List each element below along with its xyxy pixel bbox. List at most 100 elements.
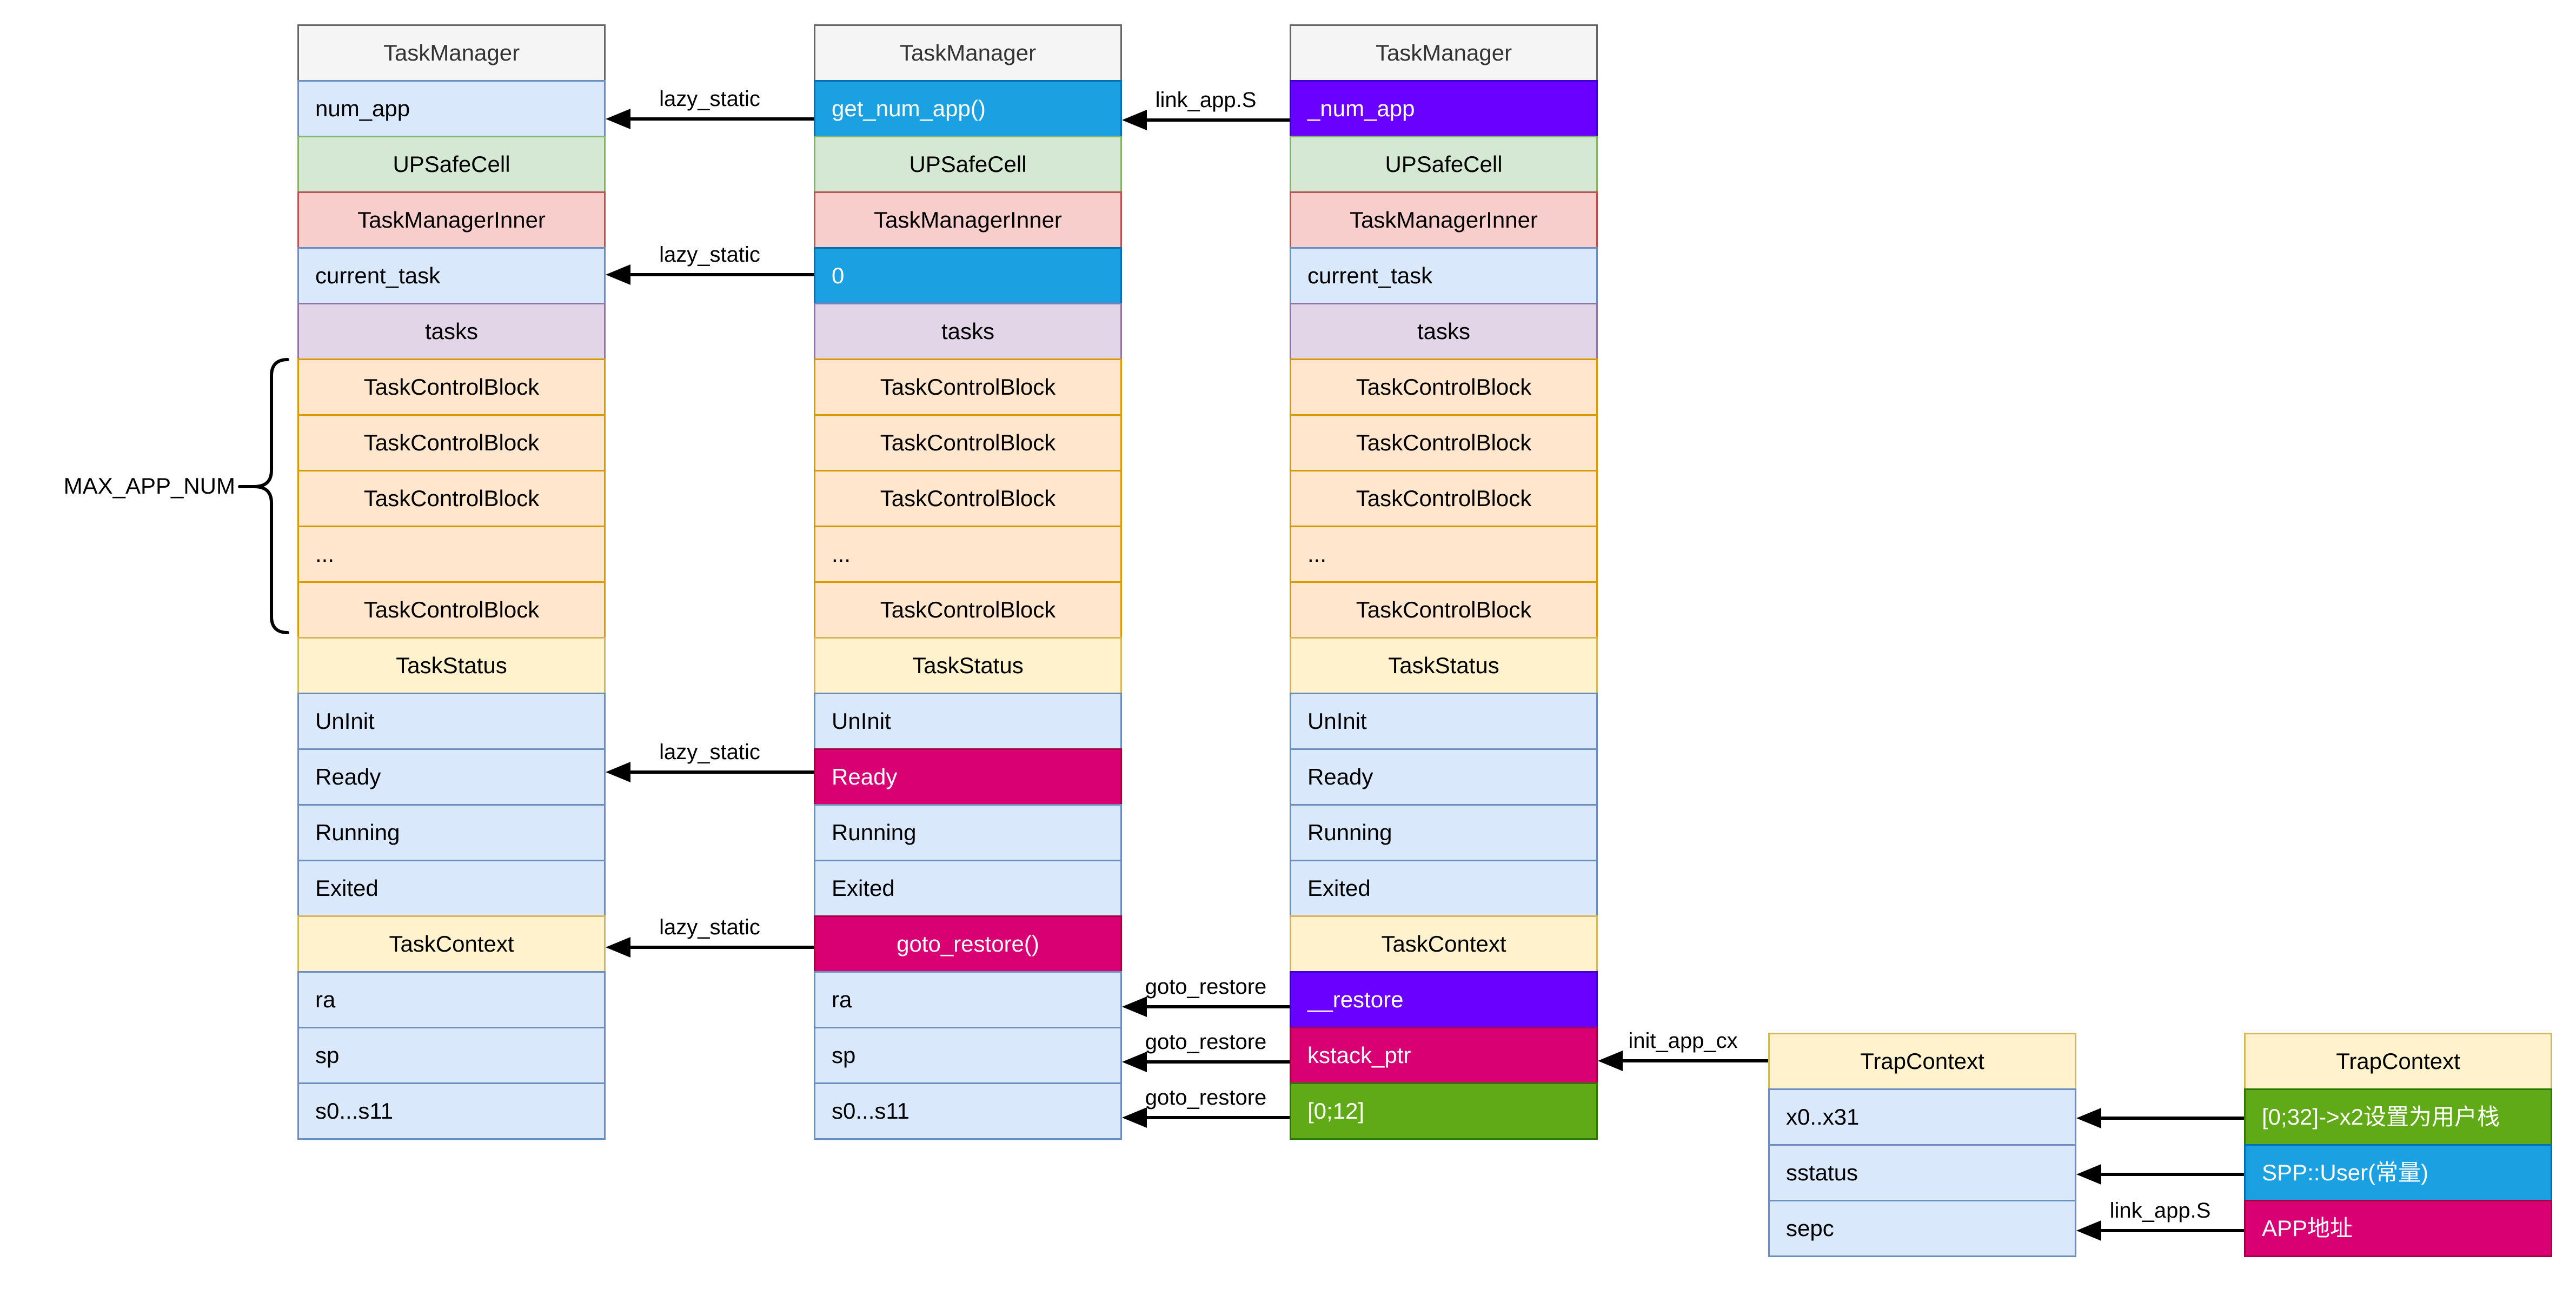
arrow-head-icon bbox=[1122, 110, 1147, 130]
trapcontext-values-cell-trapcontext: TrapContext bbox=[2244, 1033, 2552, 1090]
taskmanager-struct-2-cell-tasks: tasks bbox=[814, 303, 1122, 360]
taskmanager-struct-3-cell-upsafecell: UPSafeCell bbox=[1290, 136, 1598, 193]
arrow-head-icon bbox=[2076, 1108, 2101, 1128]
taskmanager-struct-1-cell-running: Running bbox=[297, 804, 606, 861]
max-app-num-brace-icon bbox=[238, 358, 289, 634]
arrow-label-6: goto_restore bbox=[1145, 1030, 1267, 1054]
trapcontext-struct-cell-sstatus: sstatus bbox=[1768, 1144, 2076, 1201]
taskmanager-struct-2-cell-taskcontrolblock: TaskControlBlock bbox=[814, 414, 1122, 471]
taskmanager-struct-2-cell-sp: sp bbox=[814, 1027, 1122, 1084]
taskmanager-struct-1: TaskManager num_app UPSafeCell TaskManagerI… bbox=[297, 24, 606, 1140]
taskmanager-struct-1-cell-upsafecell: UPSafeCell bbox=[297, 136, 606, 193]
arrow-init-app-cx-8: init_app_cx bbox=[1598, 1025, 1768, 1097]
arrow-label-3: lazy_static bbox=[659, 915, 760, 939]
arrow-line-icon bbox=[1144, 1005, 1290, 1008]
arrow-line-icon bbox=[627, 273, 814, 276]
taskmanager-struct-1-cell-ready: Ready bbox=[297, 748, 606, 806]
arrow-head-icon bbox=[606, 937, 630, 958]
taskmanager-struct-3-cell-uninit: UnInit bbox=[1290, 693, 1598, 750]
taskmanager-struct-1-cell-taskcontrolblock: TaskControlBlock bbox=[297, 470, 606, 527]
taskmanager-struct-2-cell-taskmanagerinner: TaskManagerInner bbox=[814, 191, 1122, 249]
taskmanager-struct-2-cell-taskstatus: TaskStatus bbox=[814, 637, 1122, 694]
arrow-plain-9 bbox=[2076, 1082, 2244, 1154]
arrow-lazy-static-3: lazy_static bbox=[606, 912, 814, 983]
arrow-goto-restore-7: goto_restore bbox=[1122, 1082, 1290, 1153]
taskmanager-struct-1-cell-taskstatus: TaskStatus bbox=[297, 637, 606, 694]
taskmanager-struct-2: TaskManager get_num_app() UPSafeCell TaskMa… bbox=[814, 24, 1122, 1140]
arrow-line-icon bbox=[627, 117, 814, 121]
taskmanager-struct-3-cell-0-12: [0;12] bbox=[1290, 1082, 1598, 1140]
arrow-label-9 bbox=[2076, 1082, 2244, 1114]
taskmanager-struct-3-cell-kstack-ptr: kstack_ptr bbox=[1290, 1027, 1598, 1084]
taskmanager-struct-1-cell-taskcontext: TaskContext bbox=[297, 915, 606, 973]
taskmanager-struct-1-cell-taskmanagerinner: TaskManagerInner bbox=[297, 191, 606, 249]
taskmanager-struct-2-cell-item: ... bbox=[814, 526, 1122, 583]
arrow-goto-restore-6: goto_restore bbox=[1122, 1026, 1290, 1098]
taskmanager-struct-1-cell-taskcontrolblock: TaskControlBlock bbox=[297, 414, 606, 471]
arrow-head-icon bbox=[1122, 1107, 1147, 1128]
arrow-head-icon bbox=[1122, 996, 1147, 1017]
arrow-goto-restore-5: goto_restore bbox=[1122, 971, 1290, 1042]
arrow-label-10 bbox=[2076, 1139, 2244, 1170]
taskmanager-struct-2-cell-s0-s11: s0...s11 bbox=[814, 1082, 1122, 1140]
arrow-link-app-s-11: link_app.S bbox=[2076, 1195, 2244, 1266]
taskmanager-struct-2-cell-taskmanager: TaskManager bbox=[814, 24, 1122, 82]
taskmanager-struct-1-cell-uninit: UnInit bbox=[297, 693, 606, 750]
taskmanager-struct-2-cell-running: Running bbox=[814, 804, 1122, 861]
taskmanager-struct-2-cell-taskcontrolblock: TaskControlBlock bbox=[814, 470, 1122, 527]
taskmanager-struct-1-cell-ra: ra bbox=[297, 971, 606, 1028]
arrow-head-icon bbox=[606, 109, 630, 129]
taskmanager-struct-3: TaskManager _num_app UPSafeCell TaskManager… bbox=[1290, 24, 1598, 1140]
taskmanager-struct-3-cell-num-app: _num_app bbox=[1290, 80, 1598, 137]
taskmanager-struct-2-cell-exited: Exited bbox=[814, 860, 1122, 917]
arrow-label-4: link_app.S bbox=[1155, 88, 1257, 112]
arrow-lazy-static-2: lazy_static bbox=[606, 736, 814, 808]
trapcontext-struct-cell-x0-x31: x0..x31 bbox=[1768, 1088, 2076, 1146]
trapcontext-struct-cell-trapcontext: TrapContext bbox=[1768, 1033, 2076, 1090]
taskmanager-struct-2-cell-get-num-app: get_num_app() bbox=[814, 80, 1122, 137]
taskmanager-struct-1-cell-exited: Exited bbox=[297, 860, 606, 917]
taskmanager-struct-3-cell-taskmanagerinner: TaskManagerInner bbox=[1290, 191, 1598, 249]
taskmanager-struct-3-cell-taskcontrolblock: TaskControlBlock bbox=[1290, 414, 1598, 471]
arrow-head-icon bbox=[1598, 1051, 1623, 1071]
arrow-label-2: lazy_static bbox=[659, 740, 760, 764]
taskmanager-struct-2-cell-goto-restore: goto_restore() bbox=[814, 915, 1122, 973]
taskmanager-struct-1-cell-sp: sp bbox=[297, 1027, 606, 1084]
taskmanager-struct-3-cell-running: Running bbox=[1290, 804, 1598, 861]
arrow-label-0: lazy_static bbox=[659, 87, 760, 111]
arrow-link-app-s-4: link_app.S bbox=[1122, 84, 1290, 156]
arrow-head-icon bbox=[606, 264, 630, 285]
taskmanager-struct-1-cell-num-app: num_app bbox=[297, 80, 606, 137]
taskmanager-struct-2-cell-upsafecell: UPSafeCell bbox=[814, 136, 1122, 193]
arrow-label-11: link_app.S bbox=[2109, 1199, 2211, 1222]
taskmanager-struct-3-cell-taskcontext: TaskContext bbox=[1290, 915, 1598, 973]
arrow-plain-10 bbox=[2076, 1139, 2244, 1210]
trapcontext-struct: TrapContext x0..x31 sstatus sepc bbox=[1768, 1033, 2076, 1257]
taskmanager-struct-3-cell-tasks: tasks bbox=[1290, 303, 1598, 360]
taskmanager-struct-1-cell-item: ... bbox=[297, 526, 606, 583]
arrow-line-icon bbox=[2098, 1229, 2244, 1232]
arrow-line-icon bbox=[627, 770, 814, 774]
arrow-line-icon bbox=[2098, 1117, 2244, 1120]
arrow-lazy-static-0: lazy_static bbox=[606, 83, 814, 155]
arrow-line-icon bbox=[2098, 1173, 2244, 1176]
arrow-line-icon bbox=[1144, 118, 1290, 122]
taskmanager-struct-3-cell-exited: Exited bbox=[1290, 860, 1598, 917]
taskmanager-struct-3-cell-taskcontrolblock: TaskControlBlock bbox=[1290, 470, 1598, 527]
taskmanager-struct-2-cell-0: 0 bbox=[814, 247, 1122, 304]
trapcontext-values-cell-spp-user-常量: SPP::User(常量) bbox=[2244, 1144, 2552, 1201]
arrow-head-icon bbox=[1122, 1052, 1147, 1072]
arrow-label-8: init_app_cx bbox=[1628, 1029, 1738, 1053]
taskmanager-struct-1-cell-current-task: current_task bbox=[297, 247, 606, 304]
max-app-num-label: MAX_APP_NUM bbox=[63, 473, 235, 499]
taskmanager-struct-2-cell-ready: Ready bbox=[814, 748, 1122, 806]
trapcontext-values: TrapContext [0;32]->x2设置为用户栈 SPP::User(常量)… bbox=[2244, 1033, 2552, 1257]
arrow-label-1: lazy_static bbox=[659, 243, 760, 267]
taskmanager-struct-2-cell-uninit: UnInit bbox=[814, 693, 1122, 750]
trapcontext-values-cell-0-32-x2设置为用户栈: [0;32]->x2设置为用户栈 bbox=[2244, 1088, 2552, 1146]
taskmanager-struct-1-cell-taskcontrolblock: TaskControlBlock bbox=[297, 358, 606, 416]
arrow-line-icon bbox=[1619, 1059, 1768, 1062]
arrow-lazy-static-1: lazy_static bbox=[606, 239, 814, 310]
taskmanager-struct-2-cell-ra: ra bbox=[814, 971, 1122, 1028]
